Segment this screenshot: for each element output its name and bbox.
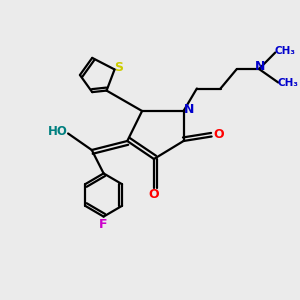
- Text: CH₃: CH₃: [277, 77, 298, 88]
- Text: O: O: [148, 188, 159, 201]
- Text: N: N: [255, 59, 266, 73]
- Text: O: O: [214, 128, 224, 142]
- Text: S: S: [115, 61, 124, 74]
- Text: N: N: [184, 103, 194, 116]
- Text: HO: HO: [48, 124, 68, 138]
- Text: CH₃: CH₃: [274, 46, 295, 56]
- Text: F: F: [99, 218, 108, 231]
